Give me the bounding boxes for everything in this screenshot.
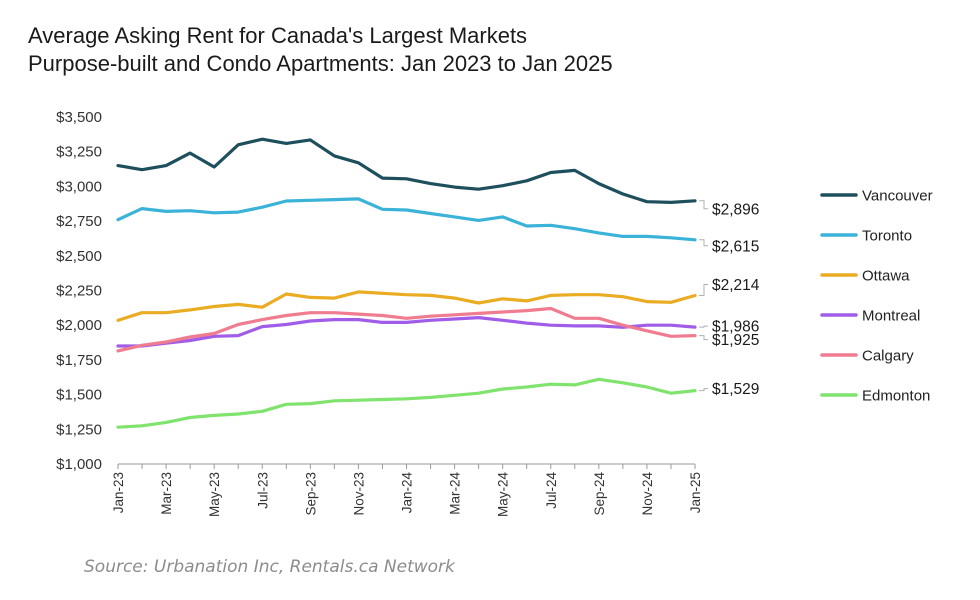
y-axis: $1,000 $1,250 $1,500 $1,750 $2,000 $2,250 $2,5… [56,109,102,473]
legend-label: Vancouver [862,188,933,205]
y-tick-label: $3,250 [56,144,102,161]
legend-item-edmonton: Edmonton [820,388,930,405]
x-tick-label: Sep-24 [592,472,607,516]
end-label-calgary: $1,925 [712,332,759,349]
legend-item-toronto: Toronto [820,228,912,245]
end-label-ottawa: $2,214 [712,277,760,294]
series-line-ottawa [116,290,697,322]
x-tick-label: Nov-23 [351,472,366,516]
end-label-connector [699,325,708,328]
x-tick-label: Jan-23 [111,472,126,513]
chart-subtitle-line-2: Purpose-built and Condo Apartments: Jan … [28,51,613,76]
legend: Vancouver Toronto Ottawa Montreal Calgary Edm… [820,188,933,405]
y-tick-label: $3,500 [56,109,102,126]
legend-item-montreal: Montreal [820,308,920,325]
x-tick-label: May-24 [496,472,511,518]
legend-label: Ottawa [862,268,910,285]
y-tick-label: $3,000 [56,178,102,195]
series-line-toronto [116,197,697,242]
series-line-montreal [116,316,697,348]
y-tick-label: $1,250 [56,421,102,438]
x-tick-label: Jan-25 [688,472,703,513]
end-label-connector [699,335,708,341]
legend-item-vancouver: Vancouver [820,188,933,205]
end-label-connector [699,200,708,210]
x-tick-label: Jul-24 [544,472,559,509]
y-tick-label: $1,500 [56,387,102,404]
end-label-connector [699,284,708,296]
source-note: Source: Urbanation Inc, Rentals.ca Netwo… [84,557,455,577]
legend-item-ottawa: Ottawa [820,268,910,285]
y-tick-label: $1,750 [56,352,102,369]
legend-label: Calgary [862,348,914,365]
series-line-vancouver [116,137,697,204]
end-labels: $2,896 $2,615 $2,214 $1,986$1,925 $1,529 [699,200,760,398]
chart-title-line-1: Average Asking Rent for Canada's Largest… [28,23,528,48]
legend-label: Montreal [862,308,920,325]
y-tick-label: $2,750 [56,213,102,230]
y-tick-label: $2,250 [56,283,102,300]
x-tick-label: Jan-24 [400,472,415,514]
x-tick-label: Sep-23 [303,472,318,516]
chart-title: Average Asking Rent for Canada's Largest… [28,22,613,78]
x-tick-label: Nov-24 [640,472,655,516]
end-label-edmonton: $1,529 [712,381,759,398]
x-axis: Jan-23 Mar-23 May-23 Jul-23 Sep-23 Nov-23 Jan-… [111,463,703,518]
legend-item-calgary: Calgary [820,348,914,365]
legend-label: Toronto [862,228,912,245]
end-label-connector [699,388,708,392]
x-tick-label: Mar-23 [159,472,174,515]
y-tick-label: $1,000 [56,456,102,473]
end-label-connector [699,239,708,247]
y-tick-label: $2,500 [56,248,102,265]
x-tick-label: Mar-24 [448,472,463,515]
end-label-toronto: $2,615 [712,238,759,255]
series-line-edmonton [116,377,697,429]
end-label-vancouver: $2,896 [712,201,759,218]
series-line-calgary [116,306,697,353]
series-lines [116,137,697,429]
x-tick-label: May-23 [207,472,222,517]
legend-label: Edmonton [862,388,930,405]
y-tick-label: $2,000 [56,317,102,334]
end-label-montreal: $1,986 [712,319,759,336]
x-tick-label: Jul-23 [255,472,270,509]
